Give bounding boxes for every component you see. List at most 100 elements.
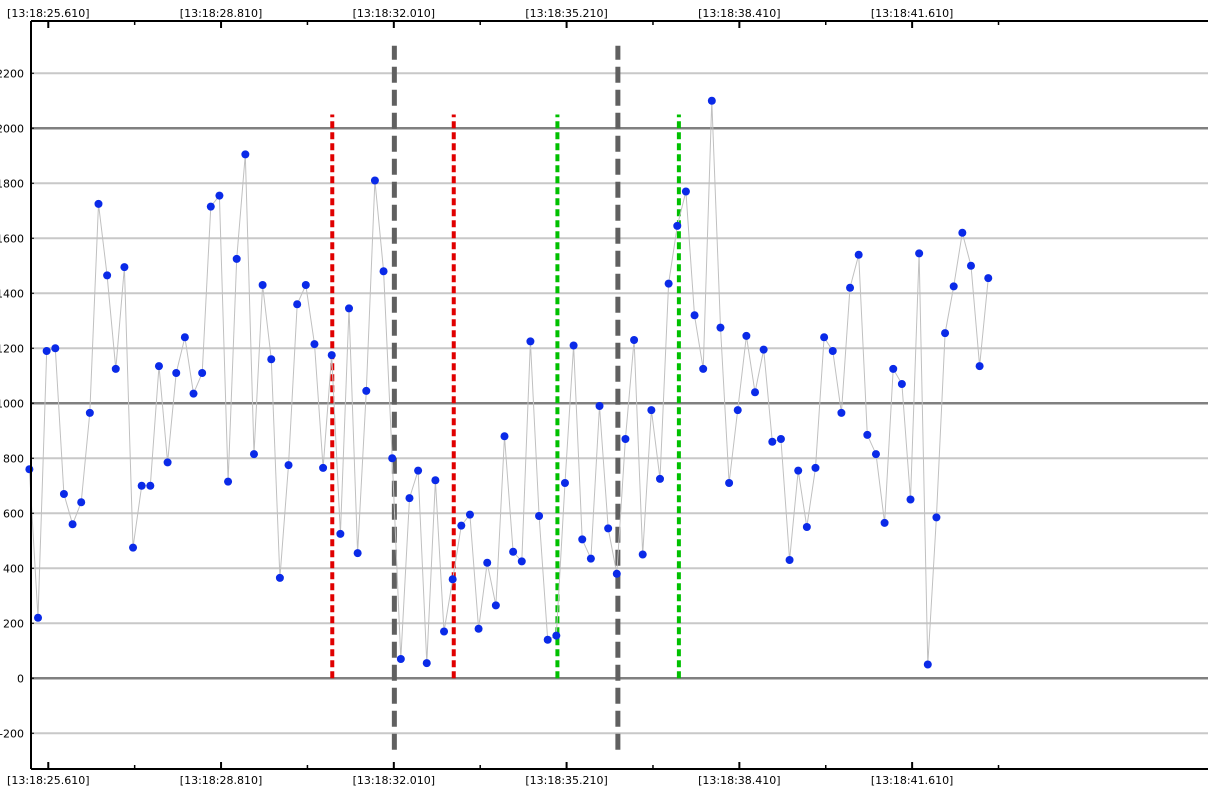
data-point-88 xyxy=(785,556,794,564)
data-point-49 xyxy=(448,575,457,584)
x-tick-label-top-0: [13:18:25.610] xyxy=(7,7,89,20)
x-tick-label-top-3: [13:18:35.210] xyxy=(525,7,607,20)
data-point-18 xyxy=(180,333,189,342)
data-point-48 xyxy=(440,627,449,636)
data-point-21 xyxy=(206,202,215,211)
data-point-15 xyxy=(154,362,163,371)
data-point-97 xyxy=(863,430,872,439)
data-point-84 xyxy=(751,388,760,397)
y-tick-label-10: 1800 xyxy=(0,177,24,190)
data-point-63 xyxy=(569,341,578,350)
data-point-108 xyxy=(958,228,967,237)
data-point-90 xyxy=(802,523,811,531)
data-point-73 xyxy=(655,474,664,483)
data-point-85 xyxy=(759,345,768,354)
x-tick-label-top-5: [13:18:41.610] xyxy=(871,7,953,20)
data-point-41 xyxy=(379,267,388,276)
data-point-91 xyxy=(811,463,820,472)
data-point-36 xyxy=(336,529,345,538)
data-point-102 xyxy=(906,495,915,504)
data-point-20 xyxy=(198,369,207,377)
data-point-14 xyxy=(146,481,155,490)
data-point-100 xyxy=(889,364,898,373)
data-point-76 xyxy=(681,187,690,196)
data-point-3 xyxy=(51,344,60,353)
data-point-89 xyxy=(794,466,803,475)
data-point-71 xyxy=(638,550,647,559)
data-point-109 xyxy=(966,261,975,270)
series-line xyxy=(28,100,989,665)
x-tick-label-bottom-1: [13:18:28.810] xyxy=(180,774,262,787)
x-tick-label-top-2: [13:18:32.010] xyxy=(353,7,435,20)
data-series xyxy=(25,96,993,669)
data-point-87 xyxy=(776,435,785,443)
data-point-51 xyxy=(465,510,474,519)
data-point-1 xyxy=(34,613,43,622)
data-point-70 xyxy=(630,336,639,344)
data-point-101 xyxy=(897,380,906,388)
data-point-80 xyxy=(716,323,725,332)
data-point-25 xyxy=(241,150,250,159)
x-tick-label-bottom-3: [13:18:35.210] xyxy=(525,774,607,787)
data-point-75 xyxy=(673,221,682,230)
data-point-17 xyxy=(172,369,181,377)
data-point-52 xyxy=(474,624,483,633)
data-point-5 xyxy=(68,520,77,529)
data-point-30 xyxy=(284,461,293,470)
data-point-83 xyxy=(742,331,751,340)
y-tick-label-2: 200 xyxy=(3,617,24,630)
data-point-56 xyxy=(509,547,518,556)
data-point-59 xyxy=(535,512,544,520)
data-point-86 xyxy=(768,437,777,446)
y-tick-label-4: 600 xyxy=(3,507,24,520)
data-point-28 xyxy=(267,355,276,364)
y-tick-label-8: 1400 xyxy=(0,287,24,300)
data-point-61 xyxy=(552,631,561,640)
data-point-2 xyxy=(42,347,51,355)
data-point-31 xyxy=(293,300,302,309)
y-tick-label-12: 2200 xyxy=(0,67,24,80)
data-point-78 xyxy=(699,364,708,373)
data-point-16 xyxy=(163,458,172,467)
data-point-8 xyxy=(94,199,103,208)
data-point-38 xyxy=(353,549,362,558)
y-tick-label-9: 1600 xyxy=(0,232,24,245)
data-point-37 xyxy=(345,304,354,313)
data-point-62 xyxy=(560,479,569,487)
y-tick-label-6: 1000 xyxy=(0,397,24,410)
data-point-4 xyxy=(59,490,68,498)
data-point-82 xyxy=(733,406,742,415)
data-point-105 xyxy=(932,513,941,522)
data-point-54 xyxy=(491,601,500,610)
data-point-55 xyxy=(500,432,509,441)
data-point-11 xyxy=(120,263,129,272)
data-point-110 xyxy=(975,362,984,371)
data-point-81 xyxy=(725,479,734,487)
data-point-42 xyxy=(388,454,397,463)
axes: -200 0 200 400 600 800 1000 1200 1400 1600 1800 200… xyxy=(0,7,1208,787)
data-point-107 xyxy=(949,282,958,291)
data-point-111 xyxy=(984,274,993,283)
data-point-12 xyxy=(129,543,138,552)
data-point-39 xyxy=(362,386,371,395)
data-point-77 xyxy=(690,311,699,320)
y-tick-label-7: 1200 xyxy=(0,342,24,355)
data-point-26 xyxy=(249,450,258,459)
data-point-60 xyxy=(543,635,552,644)
data-point-34 xyxy=(319,463,328,472)
data-point-64 xyxy=(578,535,587,544)
y-tick-label-5: 800 xyxy=(3,452,24,465)
data-point-104 xyxy=(923,660,932,669)
data-point-94 xyxy=(837,408,846,417)
data-point-22 xyxy=(215,191,224,200)
data-point-57 xyxy=(517,557,526,566)
data-point-7 xyxy=(85,408,94,417)
data-point-10 xyxy=(111,364,120,373)
data-point-46 xyxy=(422,659,431,668)
data-point-33 xyxy=(310,340,319,349)
vertical-markers xyxy=(330,45,681,750)
data-point-35 xyxy=(327,351,336,360)
